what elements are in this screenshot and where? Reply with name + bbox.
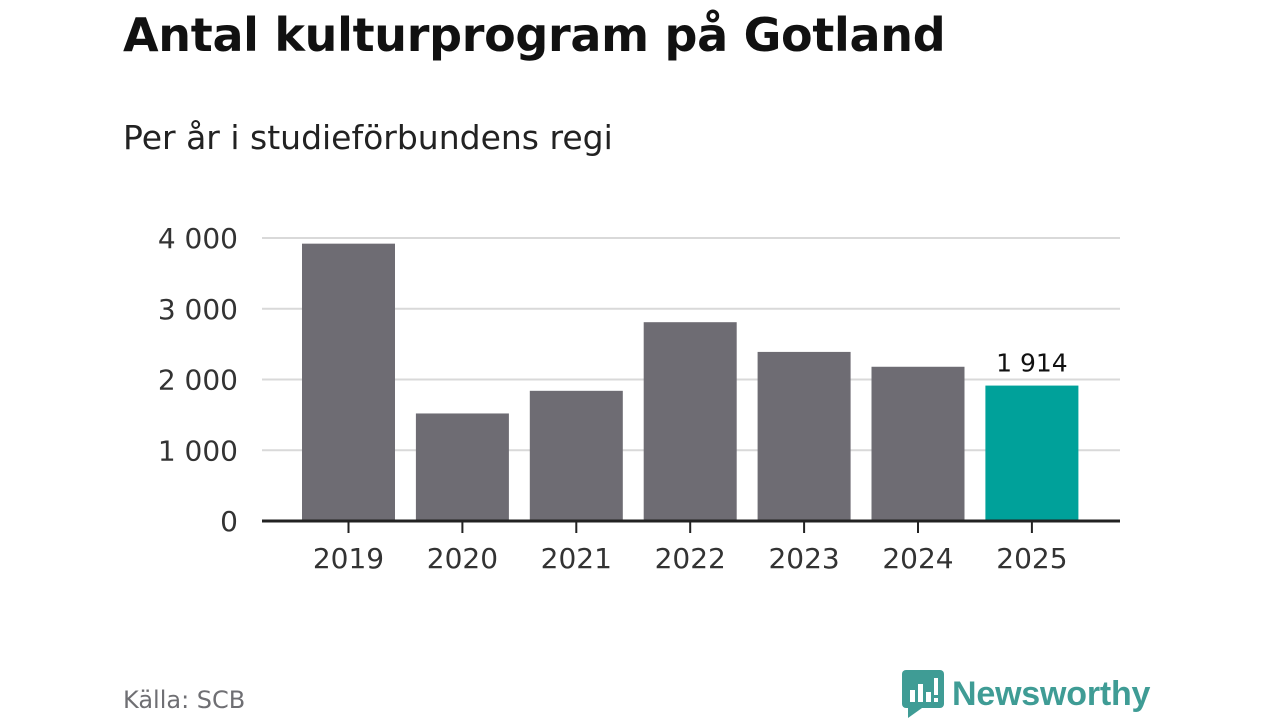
x-tick-label: 2022	[655, 542, 726, 575]
chart-title: Antal kulturprogram på Gotland	[123, 8, 946, 62]
x-tick-label: 2020	[427, 542, 498, 575]
bar-2020	[415, 413, 509, 521]
bar-2021	[529, 390, 623, 521]
x-tick-label: 2024	[882, 542, 953, 575]
y-axis-labels: 0 1 000 2 000 3 000 4 000	[158, 222, 238, 538]
bar-2022	[643, 322, 737, 521]
bar-2023	[757, 351, 851, 521]
x-tick-label: 2023	[768, 542, 839, 575]
chart-subtitle: Per år i studieförbundens regi	[123, 118, 613, 157]
x-axis-labels: 2019 2020 2021 2022 2023 2024 2025	[313, 542, 1068, 575]
y-tick-label: 3 000	[158, 293, 238, 326]
source-note: Källa: SCB	[123, 686, 246, 714]
newsworthy-logo-icon	[902, 670, 944, 718]
bar-2019	[302, 243, 395, 521]
x-tick-label: 2021	[541, 542, 612, 575]
x-axis-ticks	[347, 521, 1033, 533]
x-tick-label: 2019	[313, 542, 384, 575]
bar-2025	[985, 385, 1079, 521]
brand-logo: Newsworthy	[902, 670, 1150, 718]
brand-name: Newsworthy	[952, 674, 1151, 713]
y-tick-label: 2 000	[158, 364, 238, 397]
data-label: 1 914	[996, 349, 1068, 378]
y-tick-label: 4 000	[158, 222, 238, 255]
bars	[302, 243, 1079, 521]
bar-2024	[871, 366, 965, 521]
y-tick-label: 1 000	[158, 434, 238, 467]
data-labels: 1 914	[996, 349, 1068, 378]
x-tick-label: 2025	[996, 542, 1067, 575]
y-tick-label: 0	[220, 505, 238, 538]
